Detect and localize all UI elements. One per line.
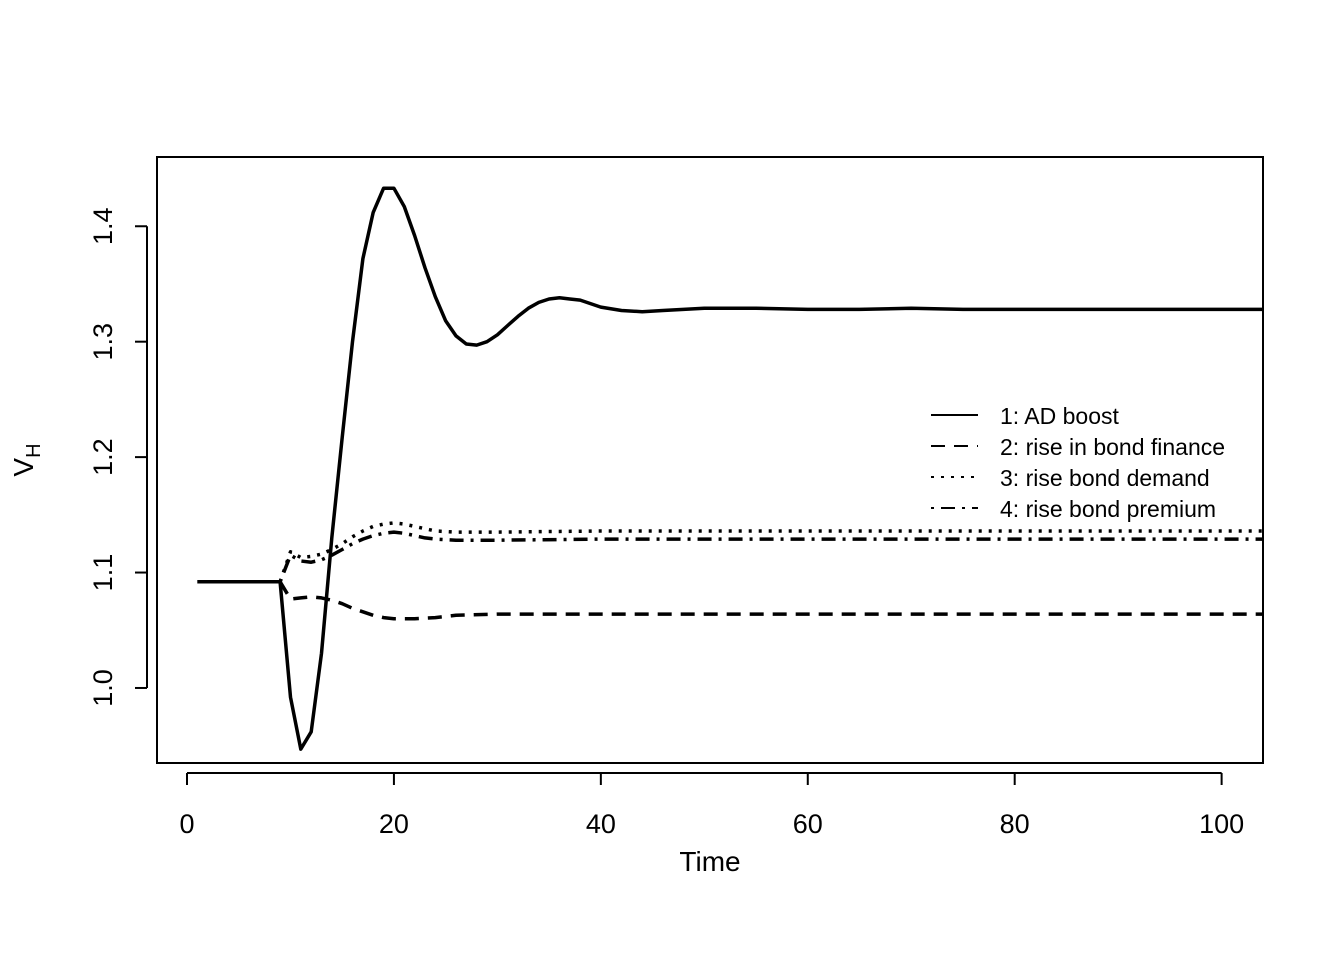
legend-label-1: 1: AD boost — [1000, 403, 1120, 429]
series-line-3 — [278, 521, 1263, 583]
y-tick-label: 1.1 — [88, 554, 118, 592]
y-tick-label: 1.2 — [88, 438, 118, 476]
x-tick-label: 80 — [1000, 809, 1030, 839]
y-axis: 1.0 1.1 1.2 1.3 1.4 — [88, 207, 148, 707]
y-tick-label: 1.3 — [88, 323, 118, 361]
y-tick-label: 1.0 — [88, 669, 118, 707]
series-line-4 — [278, 530, 1263, 583]
y-axis-title-main: V — [8, 458, 39, 477]
plot-frame — [156, 156, 1264, 764]
y-axis-title: VH — [8, 443, 45, 476]
y-axis-title-subscript: H — [23, 443, 45, 457]
legend-label-3: 3: rise bond demand — [1000, 465, 1210, 491]
legend-label-2: 2: rise in bond finance — [1000, 434, 1225, 460]
x-tick-label: 0 — [179, 809, 194, 839]
legend-label-4: 4: rise bond premium — [1000, 496, 1216, 522]
x-tick-label: 100 — [1199, 809, 1244, 839]
y-tick-label: 1.4 — [88, 207, 118, 245]
x-axis-title: Time — [679, 846, 740, 877]
legend: 1: AD boost 2: rise in bond finance 3: ris… — [931, 403, 1225, 522]
series-layer — [197, 186, 1263, 751]
series-line-1 — [197, 186, 1263, 751]
series-line-2 — [278, 580, 1263, 621]
x-axis: 0 20 40 60 80 100 — [179, 772, 1244, 839]
svg-text:VH: VH — [8, 443, 45, 476]
x-tick-label: 20 — [379, 809, 409, 839]
x-tick-label: 40 — [586, 809, 616, 839]
x-tick-label: 60 — [793, 809, 823, 839]
